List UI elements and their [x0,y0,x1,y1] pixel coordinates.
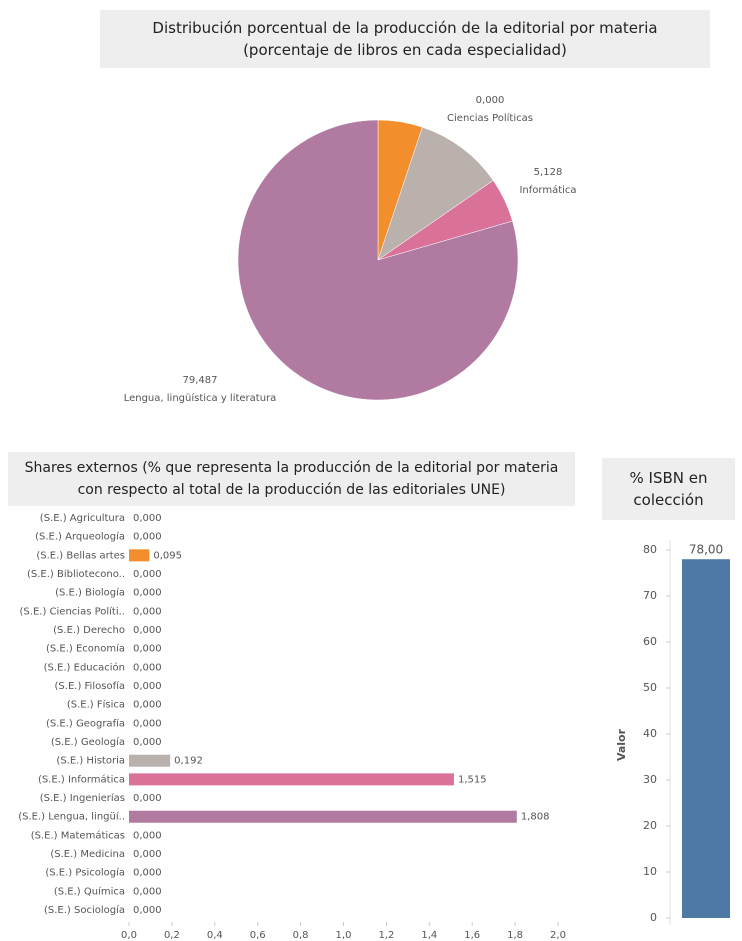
category-label: (S.E.) Ingenierías [40,792,125,804]
slice-category-label: Ciencias Políticas [447,112,533,124]
category-label: (S.E.) Física [67,699,125,711]
y-tick-label: 0 [650,911,657,924]
value-label: 0,000 [133,569,162,580]
value-label: 0,000 [133,718,162,729]
y-tick-label: 10 [643,865,657,878]
category-label: (S.E.) Psicología [45,867,125,879]
y-tick-label: 40 [643,727,657,740]
category-label: (S.E.) Economía [46,643,125,655]
x-tick-label: 1,2 [378,930,394,941]
y-tick-label: 80 [643,543,657,556]
value-label: 1,515 [458,774,487,785]
category-label: (S.E.) Informática [38,773,125,785]
value-label: 0,000 [133,793,162,804]
category-label: (S.E.) Arqueología [35,531,125,543]
value-label: 0,000 [133,886,162,897]
category-label: (S.E.) Ciencias Políti.. [20,605,125,617]
slice-value-label: 79,487 [183,375,218,386]
bar [129,754,171,767]
category-label: (S.E.) Lengua, lingüí.. [18,811,125,823]
category-label: (S.E.) Medicina [50,849,125,860]
x-tick-label: 2,0 [550,930,566,941]
value-label: 0,000 [133,849,162,860]
y-tick-label: 60 [643,635,657,648]
y-tick-label: 20 [643,819,657,832]
value-label: 0,000 [133,830,162,841]
bar [129,549,150,562]
value-label: 0,000 [133,681,162,692]
value-label: 0,000 [133,588,162,599]
pie-title: Distribución porcentual de la producción… [100,10,710,68]
value-label: 0,000 [133,700,162,711]
category-label: (S.E.) Sociología [44,904,125,916]
x-tick-label: 1,4 [421,930,437,941]
isbn-title: % ISBN en colección [602,458,735,520]
category-label: (S.E.) Educación [44,661,125,673]
x-tick-label: 0,8 [293,930,309,941]
value-label: 0,000 [133,644,162,655]
category-label: (S.E.) Filosofía [55,680,125,692]
x-tick-label: 0,2 [164,930,180,941]
slice-value-label: 0,000 [476,95,505,106]
y-tick-label: 70 [643,589,657,602]
slice-category-label: Lengua, lingüística y literatura [124,392,277,404]
y-tick-label: 30 [643,773,657,786]
bar [129,773,454,786]
value-label: 0,000 [133,606,162,617]
category-label: (S.E.) Agricultura [40,513,125,524]
category-label: (S.E.) Geografía [46,717,125,729]
value-label: 0,000 [133,513,162,524]
category-label: (S.E.) Bibliotecono.. [27,569,125,580]
pie-slice [377,126,494,261]
value-label: 0,000 [133,905,162,916]
pie-slice [237,119,519,401]
category-label: (S.E.) Matemáticas [31,829,125,841]
y-axis-label: Valor [615,728,628,761]
x-tick-label: 1,8 [507,930,523,941]
x-tick-label: 0,0 [121,930,137,941]
value-label: 0,000 [133,737,162,748]
category-label: (S.E.) Historia [56,756,125,767]
value-label: 1,808 [521,812,550,823]
value-label: 0,000 [133,868,162,879]
value-label: 0,000 [133,625,162,636]
bar-title: Shares externos (% que representa la pro… [8,452,575,506]
category-label: (S.E.) Geología [51,736,125,748]
value-label: 78,00 [689,543,723,557]
bar [682,559,730,918]
slice-value-label: 5,128 [534,167,563,178]
y-tick-label: 50 [643,681,657,694]
category-label: (S.E.) Biología [55,587,125,599]
x-tick-label: 1,6 [464,930,480,941]
slice-category-label: Informática [519,184,576,196]
category-label: (S.E.) Derecho [53,625,125,636]
x-tick-label: 0,4 [207,930,223,941]
value-label: 0,000 [133,532,162,543]
bar [129,810,517,823]
value-label: 0,095 [153,550,182,561]
category-label: (S.E.) Bellas artes [36,550,125,561]
x-tick-label: 1,0 [336,930,352,941]
value-label: 0,000 [133,662,162,673]
category-label: (S.E.) Química [54,885,125,897]
x-tick-label: 0,6 [250,930,266,941]
value-label: 0,192 [174,756,203,767]
